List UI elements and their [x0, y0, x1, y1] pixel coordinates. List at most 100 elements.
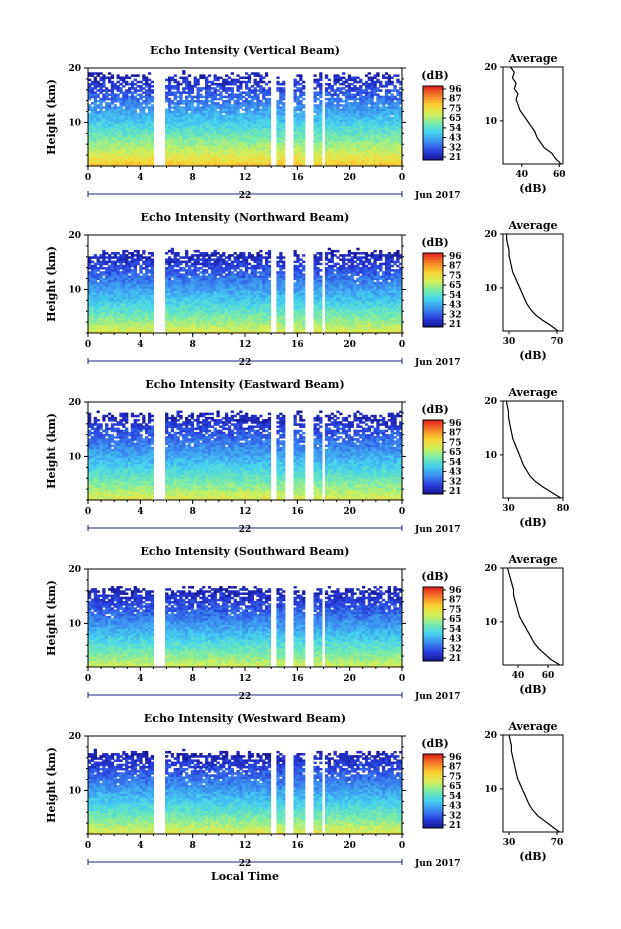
echo-cell [230, 78, 234, 82]
echo-cell [93, 146, 97, 150]
echo-cell [225, 144, 229, 148]
echo-cell [330, 328, 334, 332]
echo-cell [367, 326, 371, 330]
echo-cell [199, 74, 203, 77]
echo-cell [105, 155, 109, 158]
echo-cell [293, 330, 297, 334]
echo-cell [233, 131, 237, 135]
echo-cell [253, 93, 257, 97]
echo-cell [387, 159, 391, 163]
echo-cell [213, 78, 217, 82]
echo-cell [236, 87, 240, 90]
echo-cell [399, 138, 403, 141]
echo-cell [107, 119, 112, 122]
echo-cell [236, 104, 240, 107]
echo-cell [133, 155, 137, 158]
echo-cell [396, 146, 400, 150]
echo-cell [110, 324, 115, 328]
echo-cell [107, 110, 112, 114]
echo-cell [187, 142, 192, 146]
echo-cell [142, 320, 146, 323]
echo-cell [336, 74, 340, 77]
echo-cell [185, 159, 189, 163]
echo-cell [176, 131, 180, 135]
echo-cell [125, 131, 129, 135]
echo-cell [399, 320, 403, 323]
echo-cell [165, 117, 169, 120]
echo-cell [113, 104, 117, 107]
echo-cell [187, 161, 192, 165]
echo-cell [330, 163, 334, 167]
echo-cell [193, 131, 197, 135]
echo-cell [207, 307, 212, 310]
echo-cell [113, 134, 117, 137]
echo-cell [199, 110, 203, 114]
echo-cell [259, 140, 263, 143]
echo-cell [167, 146, 172, 150]
echo-cell [227, 129, 232, 133]
echo-cell [119, 318, 123, 321]
echo-cell [207, 134, 212, 137]
colorbar-step [423, 91, 443, 94]
echo-cell [327, 146, 332, 150]
echo-cell [179, 148, 183, 152]
echo-cell [99, 123, 103, 126]
echo-cell [113, 95, 117, 99]
echo-cell [147, 144, 152, 148]
echo-cell [247, 87, 252, 90]
echo-cell [242, 155, 246, 158]
echo-cell [356, 311, 360, 315]
echo-cell [225, 108, 229, 112]
average-x-tick-label: 40 [515, 170, 528, 180]
echo-cell [102, 129, 106, 133]
echo-cell [342, 163, 346, 167]
echo-cell [213, 121, 217, 124]
echo-cell [139, 144, 143, 148]
echo-cell [213, 140, 217, 143]
echo-cell [384, 129, 389, 133]
echo-cell [219, 104, 223, 107]
echo-cell [296, 134, 300, 137]
echo-cell [102, 95, 106, 99]
echo-cell [376, 72, 380, 75]
echo-cell [256, 125, 260, 129]
echo-cell [205, 112, 209, 116]
echo-cell [250, 97, 254, 101]
echo-cell [245, 117, 249, 120]
echo-cell [130, 91, 135, 94]
echo-cell [319, 91, 323, 94]
echo-cell [210, 324, 214, 328]
echo-cell [219, 134, 223, 137]
echo-cell [125, 129, 129, 133]
echo-cell [136, 125, 140, 129]
echo-cell [179, 112, 183, 116]
echo-cell [110, 144, 115, 148]
echo-cell [150, 127, 155, 131]
echo-cell [359, 307, 363, 310]
echo-cell [179, 99, 183, 103]
echo-cell [276, 330, 280, 334]
echo-cell [370, 125, 374, 129]
echo-cell [316, 151, 320, 154]
echo-cell [227, 136, 232, 139]
echo-cell [133, 324, 137, 328]
echo-cell [167, 129, 172, 133]
echo-cell [390, 95, 394, 99]
echo-cell [390, 138, 394, 141]
echo-cell [319, 82, 323, 86]
echo-cell [202, 138, 206, 141]
echo-cell [210, 121, 214, 124]
echo-cell [370, 157, 374, 161]
echo-cell [373, 106, 377, 109]
echo-cell [187, 144, 192, 148]
echo-cell [190, 307, 195, 310]
echo-cell [193, 151, 197, 154]
echo-cell [347, 159, 352, 163]
echo-cell [262, 153, 266, 156]
echo-cell [142, 110, 146, 114]
echo-cell [256, 313, 260, 317]
echo-cell [299, 326, 303, 330]
echo-cell [324, 140, 329, 143]
echo-cell [93, 311, 97, 315]
echo-cell [170, 161, 175, 165]
